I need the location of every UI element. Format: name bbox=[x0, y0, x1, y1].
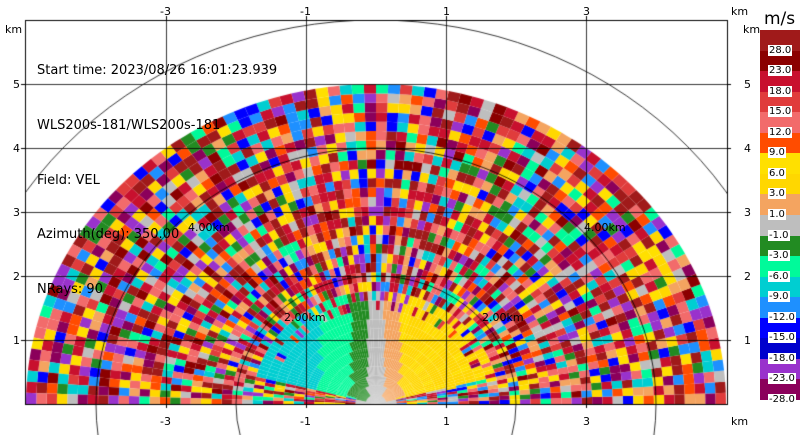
x-tick-bottom: -1 bbox=[300, 415, 311, 428]
range-ring-label: 4.00km bbox=[584, 221, 626, 234]
colorbar-label: -23.0 bbox=[768, 373, 796, 385]
x-tick-top: 1 bbox=[443, 5, 450, 18]
colorbar-label: -15.0 bbox=[768, 332, 796, 344]
azimuth-label: Azimuth(deg): 350.00 bbox=[37, 227, 180, 243]
y-tick-left: 5 bbox=[13, 78, 20, 91]
start-time-label: Start time: 2023/08/26 16:01:23.939 bbox=[37, 63, 278, 79]
y-tick-left: 1 bbox=[13, 334, 20, 347]
y-tick-right: 3 bbox=[744, 206, 751, 219]
colorbar-label: -12.0 bbox=[768, 311, 796, 323]
colorbar-label: 12.0 bbox=[768, 126, 793, 138]
colorbar-label: 6.0 bbox=[768, 167, 786, 179]
x-tick-top: -1 bbox=[300, 5, 311, 18]
colorbar-label: 18.0 bbox=[768, 85, 793, 97]
field-label: Field: VEL bbox=[37, 172, 100, 188]
y-tick-left: 4 bbox=[13, 142, 20, 155]
y-tick-right: 4 bbox=[744, 142, 751, 155]
info-text: Start time: 2023/08/26 16:01:23.939 WLS2… bbox=[37, 26, 277, 317]
range-ring-label: 2.00km bbox=[284, 311, 326, 324]
colorbar: 28.0 23.0 18.0 15.0 12.0 9.0 6.0 3.0 1.0 -1.0 -3.0… bbox=[760, 30, 800, 405]
instrument-label: WLS200s-181/WLS200s-181 bbox=[37, 118, 221, 133]
colorbar-label: -6.0 bbox=[768, 270, 790, 282]
y-tick-right: 1 bbox=[744, 334, 751, 347]
colorbar-label: -28.0 bbox=[768, 394, 796, 405]
y-tick-right: 2 bbox=[744, 270, 751, 283]
y-unit-right: km bbox=[743, 23, 761, 36]
nrays-label: NRays: 90 bbox=[37, 281, 103, 297]
colorbar-label: -1.0 bbox=[768, 229, 790, 241]
colorbar-title: m/s bbox=[764, 9, 796, 29]
colorbar-label: -3.0 bbox=[768, 250, 790, 262]
x-tick-bottom: 3 bbox=[583, 415, 590, 428]
x-tick-top: -3 bbox=[160, 5, 171, 18]
x-tick-bottom: 1 bbox=[443, 415, 450, 428]
colorbar-label: 3.0 bbox=[768, 188, 786, 200]
range-ring-label: 4.00km bbox=[188, 221, 230, 234]
x-tick-top: 3 bbox=[583, 5, 590, 18]
x-unit-bottom: km bbox=[731, 415, 749, 428]
colorbar-label: -18.0 bbox=[768, 352, 796, 364]
colorbar-label: -9.0 bbox=[768, 291, 790, 303]
y-tick-left: 3 bbox=[13, 206, 20, 219]
y-tick-left: 2 bbox=[13, 270, 20, 283]
colorbar-label: 28.0 bbox=[768, 44, 793, 56]
colorbar-label: 9.0 bbox=[768, 147, 786, 159]
x-unit-top: km bbox=[731, 5, 749, 18]
colorbar-label: 15.0 bbox=[768, 106, 793, 118]
range-ring-label: 2.00km bbox=[482, 311, 524, 324]
colorbar-label: 1.0 bbox=[768, 209, 786, 220]
colorbar-label: 23.0 bbox=[768, 65, 793, 77]
x-tick-bottom: -3 bbox=[160, 415, 171, 428]
y-tick-right: 5 bbox=[744, 78, 751, 91]
y-unit-left: km bbox=[5, 23, 23, 36]
